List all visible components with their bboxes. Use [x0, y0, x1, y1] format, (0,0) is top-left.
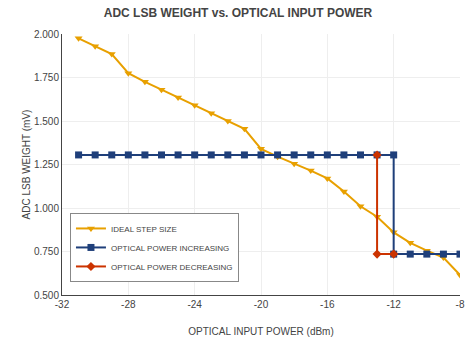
svg-text:ADC LSB WEIGHT vs. OPTICAL INP: ADC LSB WEIGHT vs. OPTICAL INPUT POWER — [104, 6, 373, 20]
svg-text:-28: -28 — [121, 299, 136, 310]
svg-text:-24: -24 — [187, 299, 202, 310]
svg-text:-16: -16 — [320, 299, 335, 310]
svg-text:IDEAL STEP SIZE: IDEAL STEP SIZE — [111, 225, 177, 234]
svg-text:1.750: 1.750 — [34, 72, 59, 83]
svg-text:1.250: 1.250 — [34, 159, 59, 170]
svg-text:1.000: 1.000 — [34, 203, 59, 214]
svg-text:-20: -20 — [254, 299, 269, 310]
svg-text:0.750: 0.750 — [34, 246, 59, 257]
svg-text:1.500: 1.500 — [34, 116, 59, 127]
svg-text:-12: -12 — [386, 299, 401, 310]
svg-text:-32: -32 — [55, 299, 70, 310]
svg-text:2.000: 2.000 — [34, 29, 59, 40]
svg-text:0.500: 0.500 — [34, 290, 59, 301]
svg-text:OPTICAL POWER DECREASING: OPTICAL POWER DECREASING — [111, 263, 232, 272]
svg-text:-8: -8 — [456, 299, 465, 310]
svg-text:ADC LSB WEIGHT (mV): ADC LSB WEIGHT (mV) — [21, 110, 32, 220]
svg-text:OPTICAL INPUT POWER (dBm): OPTICAL INPUT POWER (dBm) — [188, 326, 334, 337]
svg-text:OPTICAL POWER INCREASING: OPTICAL POWER INCREASING — [111, 244, 229, 253]
